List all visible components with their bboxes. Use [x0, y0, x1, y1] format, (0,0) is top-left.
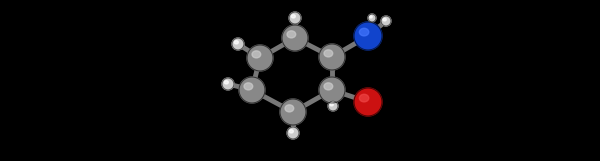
Circle shape: [280, 99, 306, 125]
Circle shape: [222, 78, 234, 90]
Circle shape: [247, 45, 273, 71]
Ellipse shape: [244, 83, 253, 90]
Ellipse shape: [330, 103, 333, 106]
Circle shape: [368, 14, 376, 22]
Ellipse shape: [383, 18, 386, 21]
Ellipse shape: [224, 81, 229, 84]
Ellipse shape: [289, 130, 293, 133]
Ellipse shape: [324, 83, 333, 90]
Ellipse shape: [292, 15, 295, 18]
Ellipse shape: [252, 51, 261, 58]
Ellipse shape: [359, 94, 369, 102]
Circle shape: [287, 127, 299, 139]
Circle shape: [319, 77, 345, 103]
Circle shape: [289, 12, 301, 24]
Circle shape: [328, 101, 338, 111]
Circle shape: [381, 16, 391, 26]
Ellipse shape: [235, 41, 238, 44]
Ellipse shape: [370, 16, 372, 18]
Circle shape: [354, 22, 382, 50]
Ellipse shape: [324, 50, 333, 57]
Circle shape: [319, 44, 345, 70]
Circle shape: [282, 25, 308, 51]
Circle shape: [354, 88, 382, 116]
Ellipse shape: [287, 31, 296, 38]
Ellipse shape: [285, 105, 294, 112]
Circle shape: [232, 38, 244, 50]
Ellipse shape: [359, 28, 369, 36]
Circle shape: [239, 77, 265, 103]
